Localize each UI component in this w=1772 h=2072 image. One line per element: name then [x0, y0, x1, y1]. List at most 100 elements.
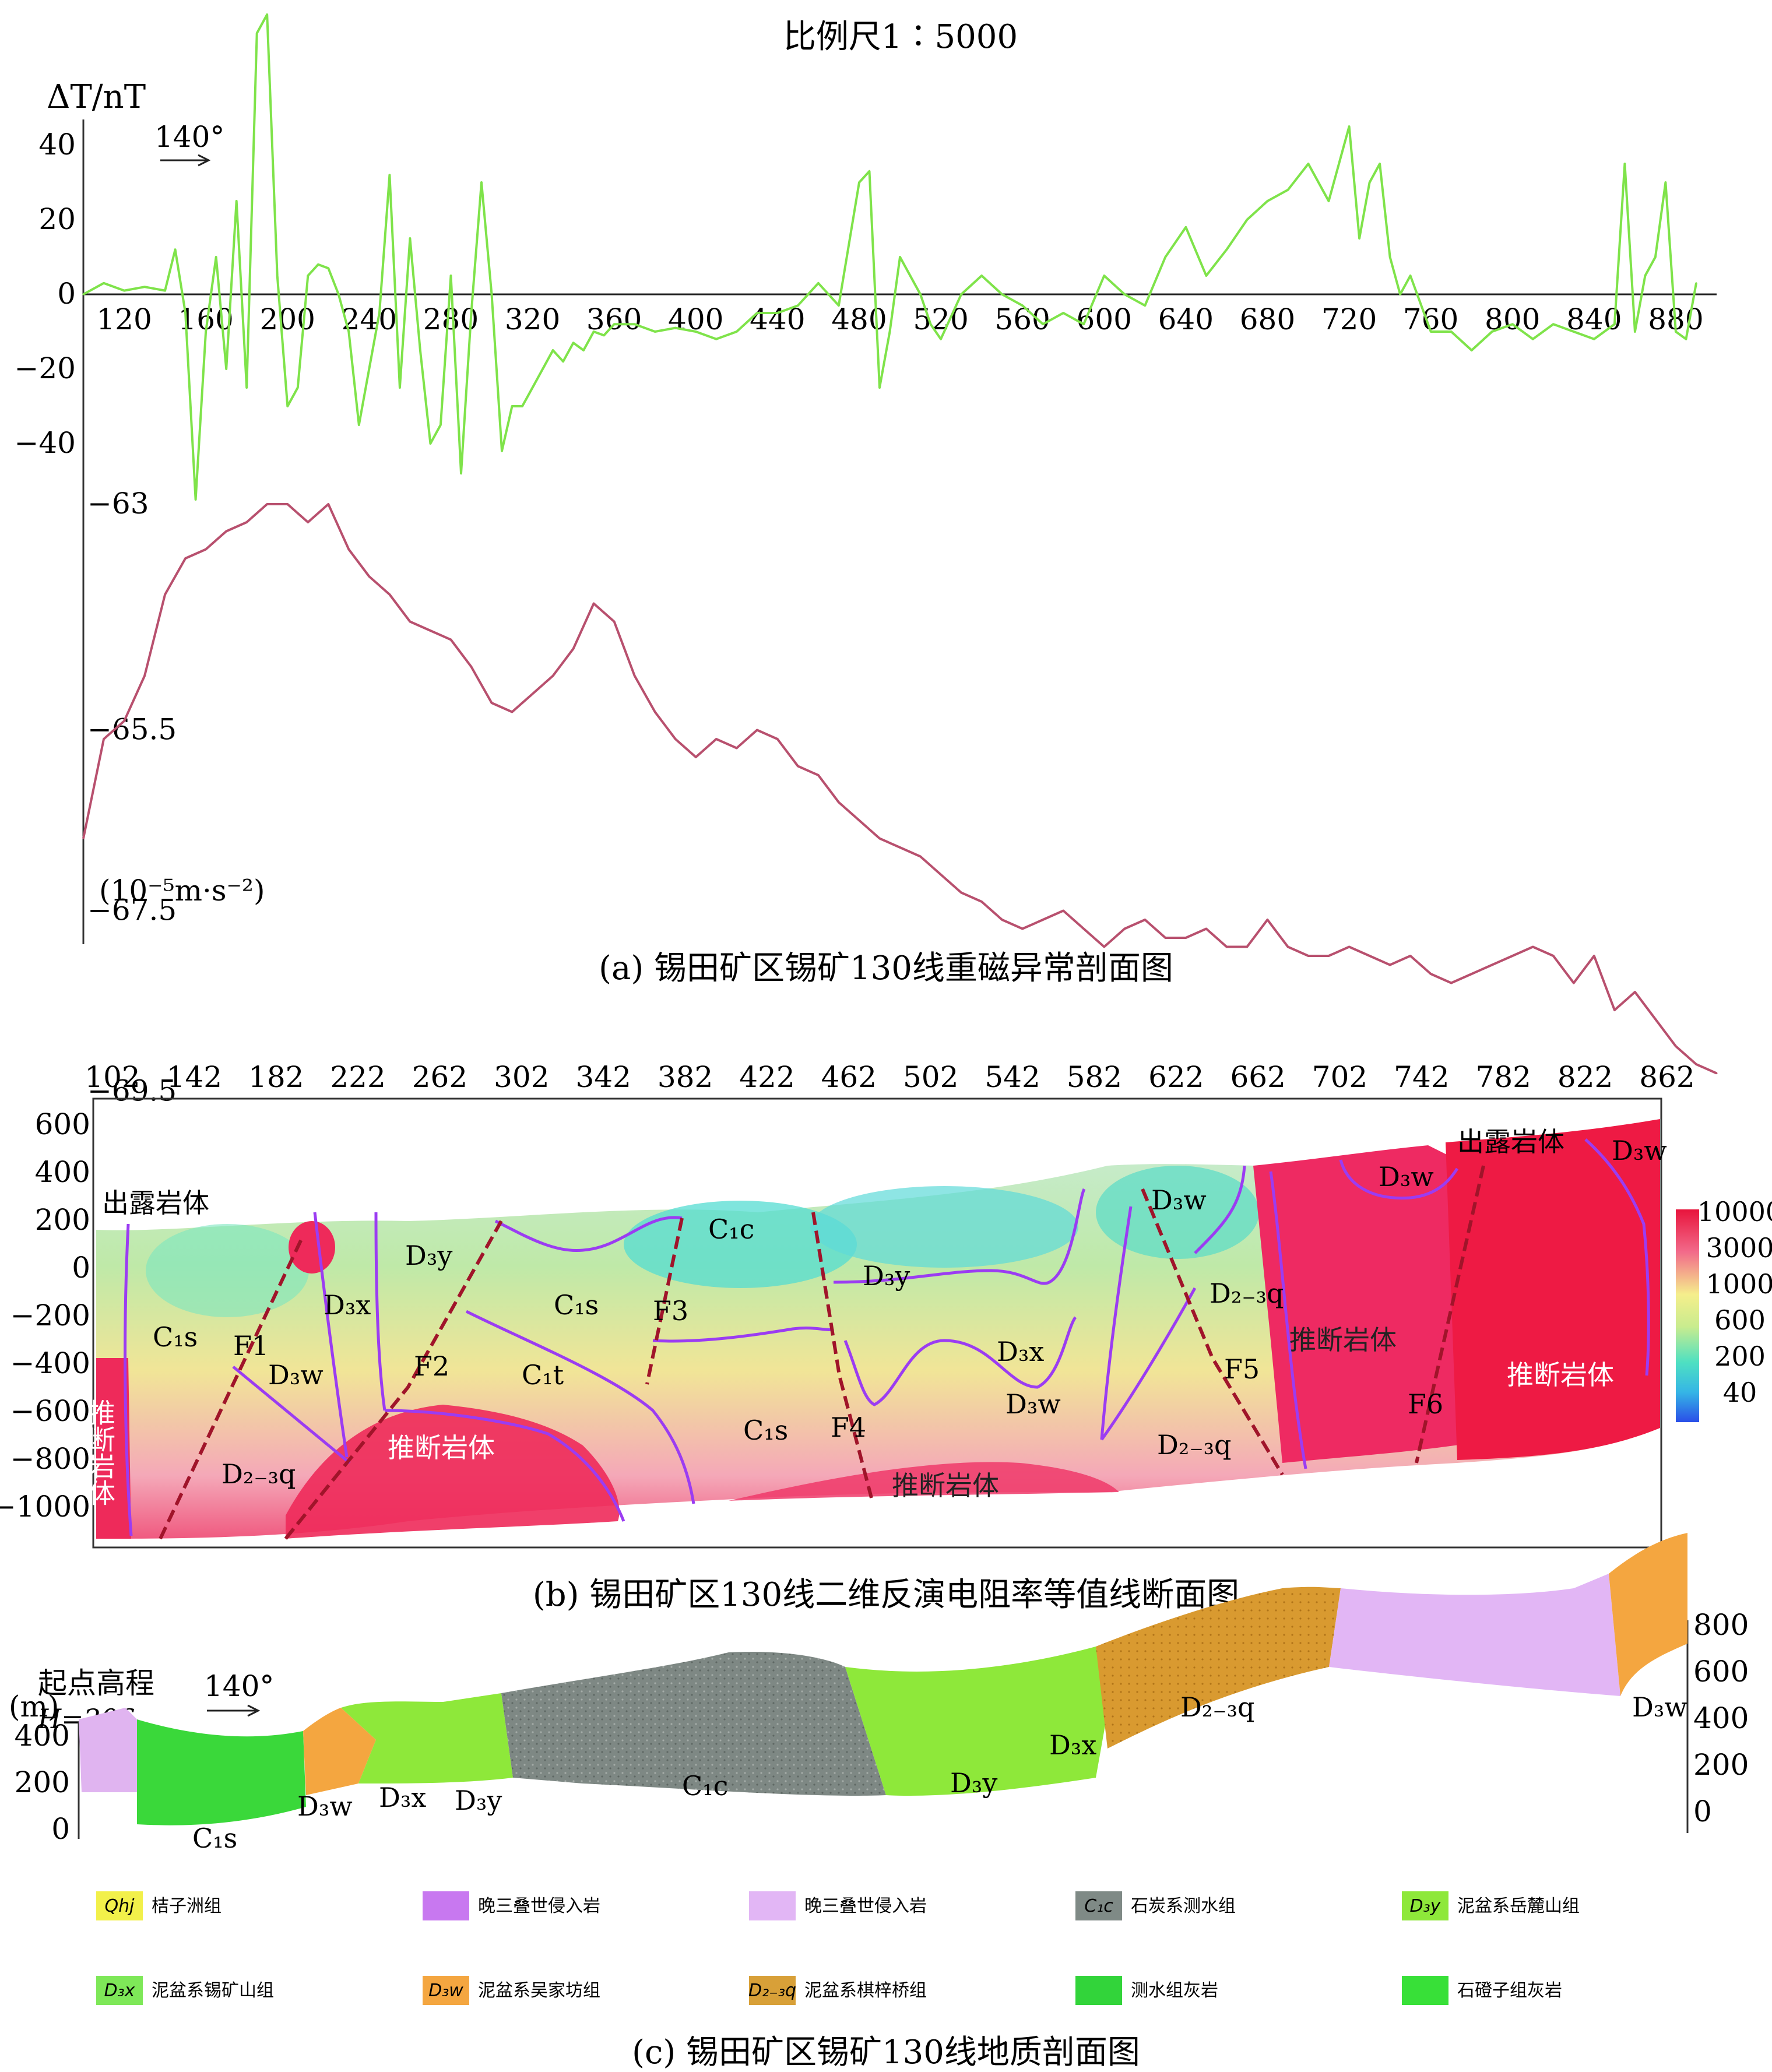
magnetic-line [83, 13, 1697, 501]
magnetic-point [521, 405, 523, 407]
dt-axis-label: ΔT/nT [47, 78, 146, 116]
magnetic-point [1144, 304, 1146, 307]
label-d23q-2: D₂₋₃q [1210, 1278, 1284, 1309]
gravity-point [1715, 1072, 1718, 1074]
section-x-tick: 862 [1639, 1060, 1694, 1094]
section-x-tick: 342 [575, 1060, 631, 1094]
gravity-y-tick: −69.5 [87, 1074, 177, 1108]
legend-item: D₃w 泥盆系吴家坊组 [423, 1976, 600, 2005]
magnetic-point [276, 275, 279, 277]
gravity-point [980, 900, 983, 903]
gravity-point [613, 621, 616, 622]
colorbar-labels: 10000 3000 1000 600 200 40 [1697, 1196, 1772, 1408]
legend-item: 测水组灰岩 [1075, 1976, 1218, 2005]
label-inferred-middle: 推断岩体 [388, 1432, 495, 1464]
gravity-point [960, 892, 962, 893]
label-c1s-1: C₁s [153, 1321, 198, 1353]
label-inferred-bottom: 推断岩体 [892, 1470, 999, 1501]
magnetic-point [756, 312, 758, 314]
magnetic-point [440, 424, 442, 426]
gravity-point [776, 738, 779, 740]
gravity-point [1205, 928, 1207, 930]
label-exposed-right: 出露岩体 [1457, 1126, 1564, 1158]
legend-swatch [1075, 1891, 1122, 1920]
magnetic-point [552, 349, 554, 351]
panel-b-x-ticks: 102 142 182 222 262 302 342 382 422 462 502 542 582 6… [85, 1060, 1694, 1094]
colorbar-label: 200 [1714, 1341, 1766, 1372]
magnetic-point [888, 330, 891, 333]
label-c-d3y-2: D₃y [950, 1767, 997, 1799]
panel-b-resistivity-section: 102 142 182 222 262 302 342 382 422 462 502 542 582 6… [0, 1060, 1772, 1614]
magnetic-point [1644, 275, 1646, 277]
gravity-point [838, 801, 840, 803]
gravity-point [245, 521, 248, 523]
section-x-tick: 742 [1394, 1060, 1449, 1094]
legend-item: D₃x 泥盆系锡矿山组 [96, 1976, 274, 2005]
fault-f5 [1141, 1188, 1284, 1476]
x-tick-label: 440 [750, 302, 805, 336]
label-inferred-left-text: 推断岩体 [85, 1399, 116, 1506]
legend-code: Qhj [105, 1896, 135, 1916]
magnetic-point [399, 386, 401, 389]
magnetic-point [317, 263, 319, 266]
magnetic-point [103, 282, 105, 284]
gravity-point [1042, 919, 1044, 921]
magnetic-point [899, 256, 901, 258]
x-tick-label: 720 [1321, 302, 1377, 336]
magnetic-point [1103, 275, 1105, 277]
magnetic-point [297, 386, 299, 389]
magnetic-point [1082, 323, 1085, 325]
label-d3w-3: D₃w [1151, 1184, 1207, 1216]
section-x-tick: 702 [1312, 1060, 1367, 1094]
magnetic-point [1634, 330, 1636, 333]
section-y-tick: −600 [10, 1394, 90, 1428]
gravity-point [409, 621, 411, 622]
gravity-point [266, 503, 268, 505]
gravity-y-tick: −65.5 [87, 713, 177, 747]
magnetic-point [838, 304, 840, 307]
magnetic-point [930, 323, 932, 325]
label-d3w-1: D₃w [268, 1359, 324, 1391]
magnetic-point [1409, 275, 1412, 277]
label-f3: F3 [653, 1295, 688, 1327]
stratum-d3x-d3y [341, 1693, 513, 1783]
scale-text: 比例尺1∶5000 [783, 18, 1018, 56]
magnetic-point [1266, 200, 1268, 202]
gravity-y-tick: −67.5 [87, 893, 177, 927]
legend-item: Qhj 桔子洲组 [96, 1891, 222, 1920]
magnetic-point [501, 450, 503, 452]
label-c-c1c: C₁c [682, 1770, 728, 1802]
elevation-right-tick: 400 [1693, 1701, 1749, 1735]
gravity-point [1552, 955, 1555, 957]
magnetic-point [1675, 330, 1677, 333]
label-d3y-2: D₃y [863, 1260, 910, 1292]
gravity-point [82, 838, 85, 839]
caption-a: (a) 锡田矿区锡矿130线重磁异常剖面图 [599, 949, 1173, 987]
section-y-tick: 200 [35, 1203, 90, 1237]
legend-item: D₂₋₃q 泥盆系棋梓桥组 [748, 1976, 927, 2005]
magnetic-point [1062, 312, 1064, 314]
gravity-point [1613, 1009, 1616, 1011]
panel-a-x-ticks: 120 160 200 240 280 320 360 400 440 480 520 560 600 6… [96, 302, 1703, 336]
gravity-point [695, 756, 697, 758]
legend-swatch [423, 1891, 469, 1920]
colorbar-label: 40 [1723, 1377, 1757, 1408]
legend-code: D₃x [104, 1980, 135, 2001]
gravity-y-ticks: −63 −65.5 −67.5 −69.5 [87, 487, 177, 1108]
magnetic-point [878, 386, 881, 389]
gravity-point [327, 503, 329, 505]
fault-f3 [645, 1218, 684, 1385]
legend-swatch [96, 1976, 143, 2005]
colorbar-label: 1000 [1706, 1268, 1772, 1300]
stratum-c1c [501, 1652, 886, 1796]
magnetic-point [1664, 181, 1666, 184]
magnetic-point [409, 237, 411, 240]
magnetic-point [266, 13, 268, 16]
legend-code: D₂₋₃q [748, 1980, 796, 2001]
gravity-point [368, 575, 370, 578]
magnetic-point [1695, 282, 1697, 284]
label-exposed-left: 出露岩体 [102, 1187, 209, 1219]
gravity-point [164, 593, 166, 596]
stratum-d3w [303, 1708, 376, 1795]
gravity-point [634, 675, 636, 677]
